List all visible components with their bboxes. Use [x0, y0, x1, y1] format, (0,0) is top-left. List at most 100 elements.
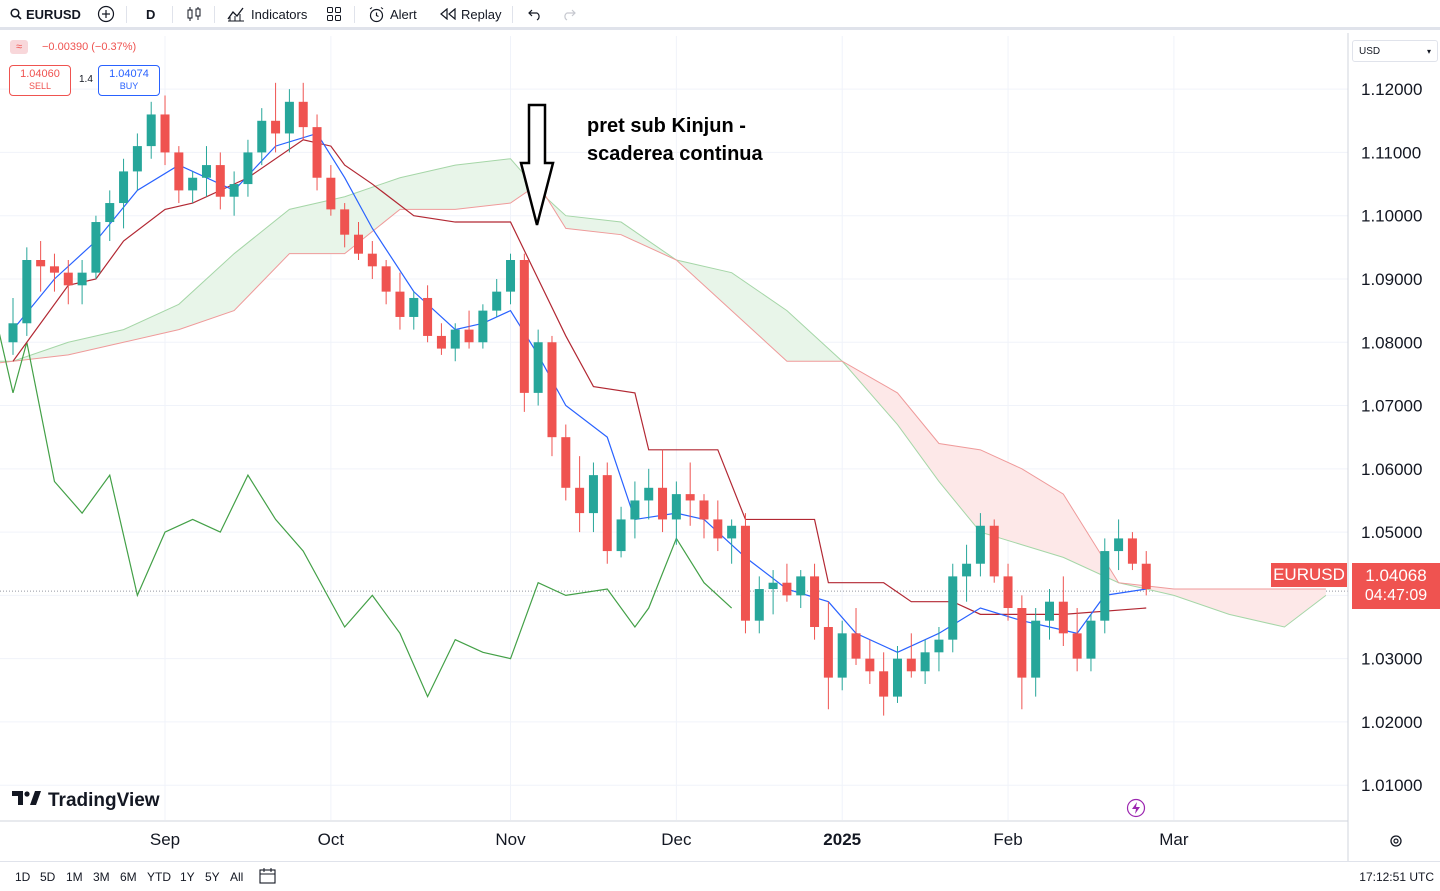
x-tick-label: 2025 — [823, 830, 861, 849]
calendar-icon — [258, 868, 278, 888]
chart-area[interactable]: 1.12000 1.11000 1.10000 1.09000 1.08000 1.070… — [0, 33, 1440, 861]
candle-bearish — [160, 95, 170, 166]
range-3m-button[interactable]: 3M — [93, 870, 110, 884]
candle-bullish — [284, 89, 294, 153]
candle-bullish — [948, 563, 958, 653]
candle-body — [436, 335, 446, 349]
candle-body — [36, 260, 46, 267]
candle-body — [354, 234, 363, 254]
candle-body — [962, 563, 972, 577]
replay-button[interactable]: Replay — [440, 0, 501, 28]
replay-label: Replay — [461, 6, 502, 22]
candle-body — [271, 120, 281, 134]
tv-logo-text: TradingView — [48, 790, 160, 811]
candle-body — [754, 589, 764, 621]
range-all-button[interactable]: All — [230, 870, 244, 884]
range-1y-button[interactable]: 1Y — [180, 870, 195, 884]
candle-bearish — [810, 563, 820, 640]
range-ytd-button[interactable]: YTD — [147, 870, 171, 884]
candle-body — [188, 177, 198, 191]
x-tick-label: Mar — [1159, 830, 1189, 849]
price-change: −0.00390 (−0.37%) — [42, 41, 137, 53]
candle-bullish — [671, 481, 681, 545]
candle-body — [644, 487, 654, 501]
candle-bearish — [423, 285, 433, 343]
range-1d-button[interactable]: 1D — [15, 870, 31, 884]
candle-body — [381, 266, 391, 292]
indicators-button[interactable]: Indicators — [227, 0, 307, 28]
candle-body — [768, 582, 778, 590]
currency-select[interactable]: USD ▾ — [1352, 40, 1438, 62]
candle-bullish — [119, 158, 129, 229]
chart-type-button[interactable] — [186, 0, 202, 28]
lightning-icon[interactable] — [1126, 798, 1146, 823]
range-5d-button[interactable]: 5D — [40, 870, 56, 884]
candle-bearish — [36, 241, 46, 292]
utc-clock[interactable]: 17:12:51 UTC — [1359, 870, 1434, 884]
candle-body — [851, 633, 861, 659]
last-price-tag: 1.04068 04:47:09 — [1352, 563, 1440, 609]
alert-button[interactable]: Alert — [368, 0, 417, 28]
compare-button[interactable] — [97, 0, 115, 28]
candle-body — [713, 519, 723, 539]
buy-price: 1.04074 — [109, 68, 149, 80]
candle-body — [561, 437, 571, 488]
candle-bullish — [243, 139, 253, 197]
gear-icon[interactable] — [1387, 832, 1405, 855]
y-tick-label: 1.10000 — [1361, 207, 1422, 226]
tradingview-logo[interactable]: TradingView — [12, 790, 160, 812]
symbol-label: EURUSD — [26, 6, 81, 22]
candle-body — [506, 260, 516, 292]
candle-body — [547, 342, 557, 438]
down-arrow-annotation — [519, 103, 555, 226]
candle-body — [367, 253, 377, 267]
candle-bullish — [146, 101, 156, 159]
candle-bearish — [436, 323, 446, 355]
y-tick-label: 1.12000 — [1361, 80, 1422, 99]
candle-body — [1100, 551, 1110, 621]
redo-button[interactable] — [561, 0, 577, 28]
candle-bearish — [658, 449, 668, 533]
range-1m-button[interactable]: 1M — [66, 870, 83, 884]
candle-bearish — [699, 494, 709, 539]
undo-button[interactable] — [527, 0, 543, 28]
interval-button[interactable]: D — [146, 6, 156, 22]
y-tick-label: 1.03000 — [1361, 650, 1422, 669]
y-tick-label: 1.05000 — [1361, 523, 1422, 542]
layouts-button[interactable] — [326, 0, 342, 28]
candle-body — [533, 342, 543, 393]
tv-logo-icon — [12, 790, 42, 812]
range-5y-button[interactable]: 5Y — [205, 870, 220, 884]
candle-body — [727, 525, 737, 539]
candle-bullish — [188, 171, 198, 204]
indicators-label: Indicators — [251, 6, 308, 22]
candle-body — [257, 120, 267, 153]
y-tick-label: 1.01000 — [1361, 776, 1422, 795]
chart-canvas[interactable]: 1.12000 1.11000 1.10000 1.09000 1.08000 1.070… — [0, 33, 1440, 861]
symbol-search-button[interactable]: EURUSD — [10, 0, 81, 28]
last-price: 1.04068 — [1365, 566, 1427, 585]
candle-body — [146, 114, 156, 147]
candle-bearish — [782, 563, 792, 602]
indicators-icon — [227, 6, 245, 22]
candle-bearish — [1127, 532, 1137, 571]
range-6m-button[interactable]: 6M — [120, 870, 137, 884]
candle-body — [602, 475, 612, 552]
candle-body — [174, 152, 184, 191]
senkou-span-b — [0, 183, 1326, 590]
candle-body — [1058, 601, 1068, 634]
candle-body — [395, 291, 405, 317]
candle-body — [1031, 620, 1041, 678]
senkou-span-a — [0, 158, 1327, 628]
toolbar-divider — [214, 6, 215, 23]
sell-button[interactable]: 1.04060 SELL — [9, 65, 71, 96]
buy-button[interactable]: 1.04074 BUY — [98, 65, 160, 96]
y-tick-label: 1.11000 — [1361, 143, 1421, 162]
candle-body — [91, 222, 101, 273]
candle-bullish — [962, 544, 972, 602]
candle-body — [823, 627, 833, 678]
candle-body — [892, 658, 902, 697]
chart-text-annotation[interactable]: pret sub Kinjun - scaderea continua — [587, 112, 763, 168]
date-range-button[interactable] — [258, 867, 278, 888]
candle-body — [1072, 633, 1082, 659]
